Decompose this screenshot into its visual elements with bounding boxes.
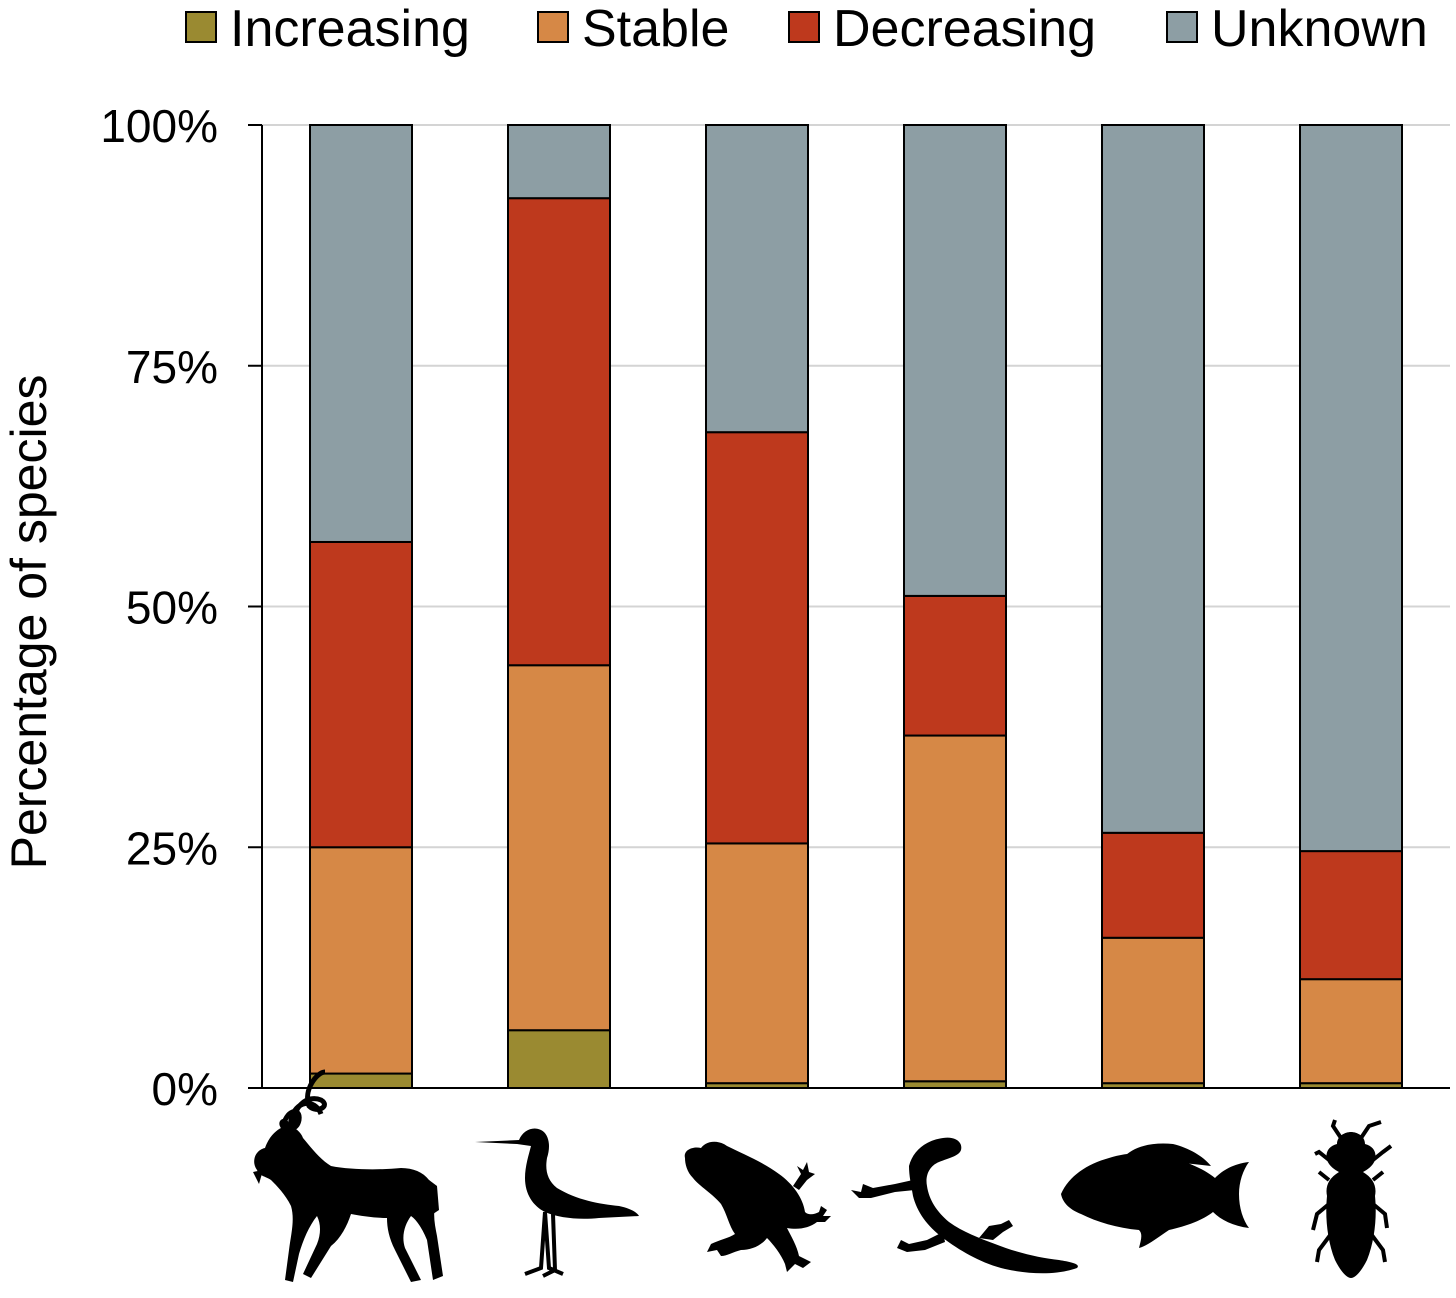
legend-swatch [537,11,569,43]
bar-segment-decreasing-mammals [309,540,413,849]
legend-label: Stable [582,0,729,58]
bar-segment-stable-reptiles [903,734,1007,1083]
bar-segment-decreasing-amphibians [705,431,809,845]
legend-swatch [788,11,820,43]
y-axis-title: Percentage of species [1,375,57,870]
bar-segment-stable-mammals [309,846,413,1075]
bar-segment-unknown-fishes [1101,124,1205,834]
bar-segment-stable-amphibians [705,842,809,1085]
bar-segment-increasing-reptiles [903,1080,1007,1090]
bar-stack-fishes [1101,124,1205,1090]
bar-segment-unknown-birds [507,124,611,200]
category-icons [253,1069,1393,1282]
bird-icon [475,1128,639,1278]
bar-segment-unknown-mammals [309,124,413,543]
legend-swatch [1166,11,1198,43]
bars [309,124,1403,1090]
bar-segment-decreasing-reptiles [903,594,1007,737]
y-tick-label: 75% [126,341,218,393]
bar-segment-unknown-insects [1299,124,1403,853]
legend: Increasing Stable Decreasing Unknown [185,0,1428,58]
bar-segment-increasing-mammals [309,1072,413,1090]
legend-label: Unknown [1211,0,1428,58]
bar-stack-insects [1299,124,1403,1090]
bar-stack-birds [507,124,611,1089]
bar-segment-stable-insects [1299,978,1403,1085]
bar-segment-decreasing-fishes [1101,831,1205,939]
bar-segment-decreasing-birds [507,197,611,667]
legend-item-increasing: Increasing [185,0,470,58]
axes: 0% 25% 50% 75% 100% Percentage of species [1,100,1450,1115]
antelope-icon [253,1069,443,1282]
bar-stack-mammals [309,124,413,1090]
legend-swatch [185,11,217,43]
beetle-icon [1311,1119,1393,1278]
lizard-icon [851,1137,1078,1274]
grid [262,124,1450,849]
frog-icon [684,1141,831,1272]
bar-segment-unknown-reptiles [903,124,1007,597]
legend-label: Increasing [230,0,470,58]
bar-segment-increasing-birds [507,1029,611,1089]
legend-label: Decreasing [833,0,1096,58]
legend-item-decreasing: Decreasing [788,0,1096,58]
bar-stack-amphibians [705,124,809,1090]
legend-item-unknown: Unknown [1166,0,1428,58]
y-tick-label: 50% [126,582,218,634]
bar-segment-stable-fishes [1101,936,1205,1085]
y-tick-label: 100% [100,100,218,152]
fish-icon [1061,1143,1249,1248]
y-tick-label: 25% [126,822,218,874]
bar-segment-decreasing-insects [1299,850,1403,981]
bar-stack-reptiles [903,124,1007,1090]
bar-segment-unknown-amphibians [705,124,809,434]
legend-item-stable: Stable [537,0,729,58]
y-tick-label: 0% [152,1063,218,1115]
bar-segment-stable-birds [507,664,611,1032]
